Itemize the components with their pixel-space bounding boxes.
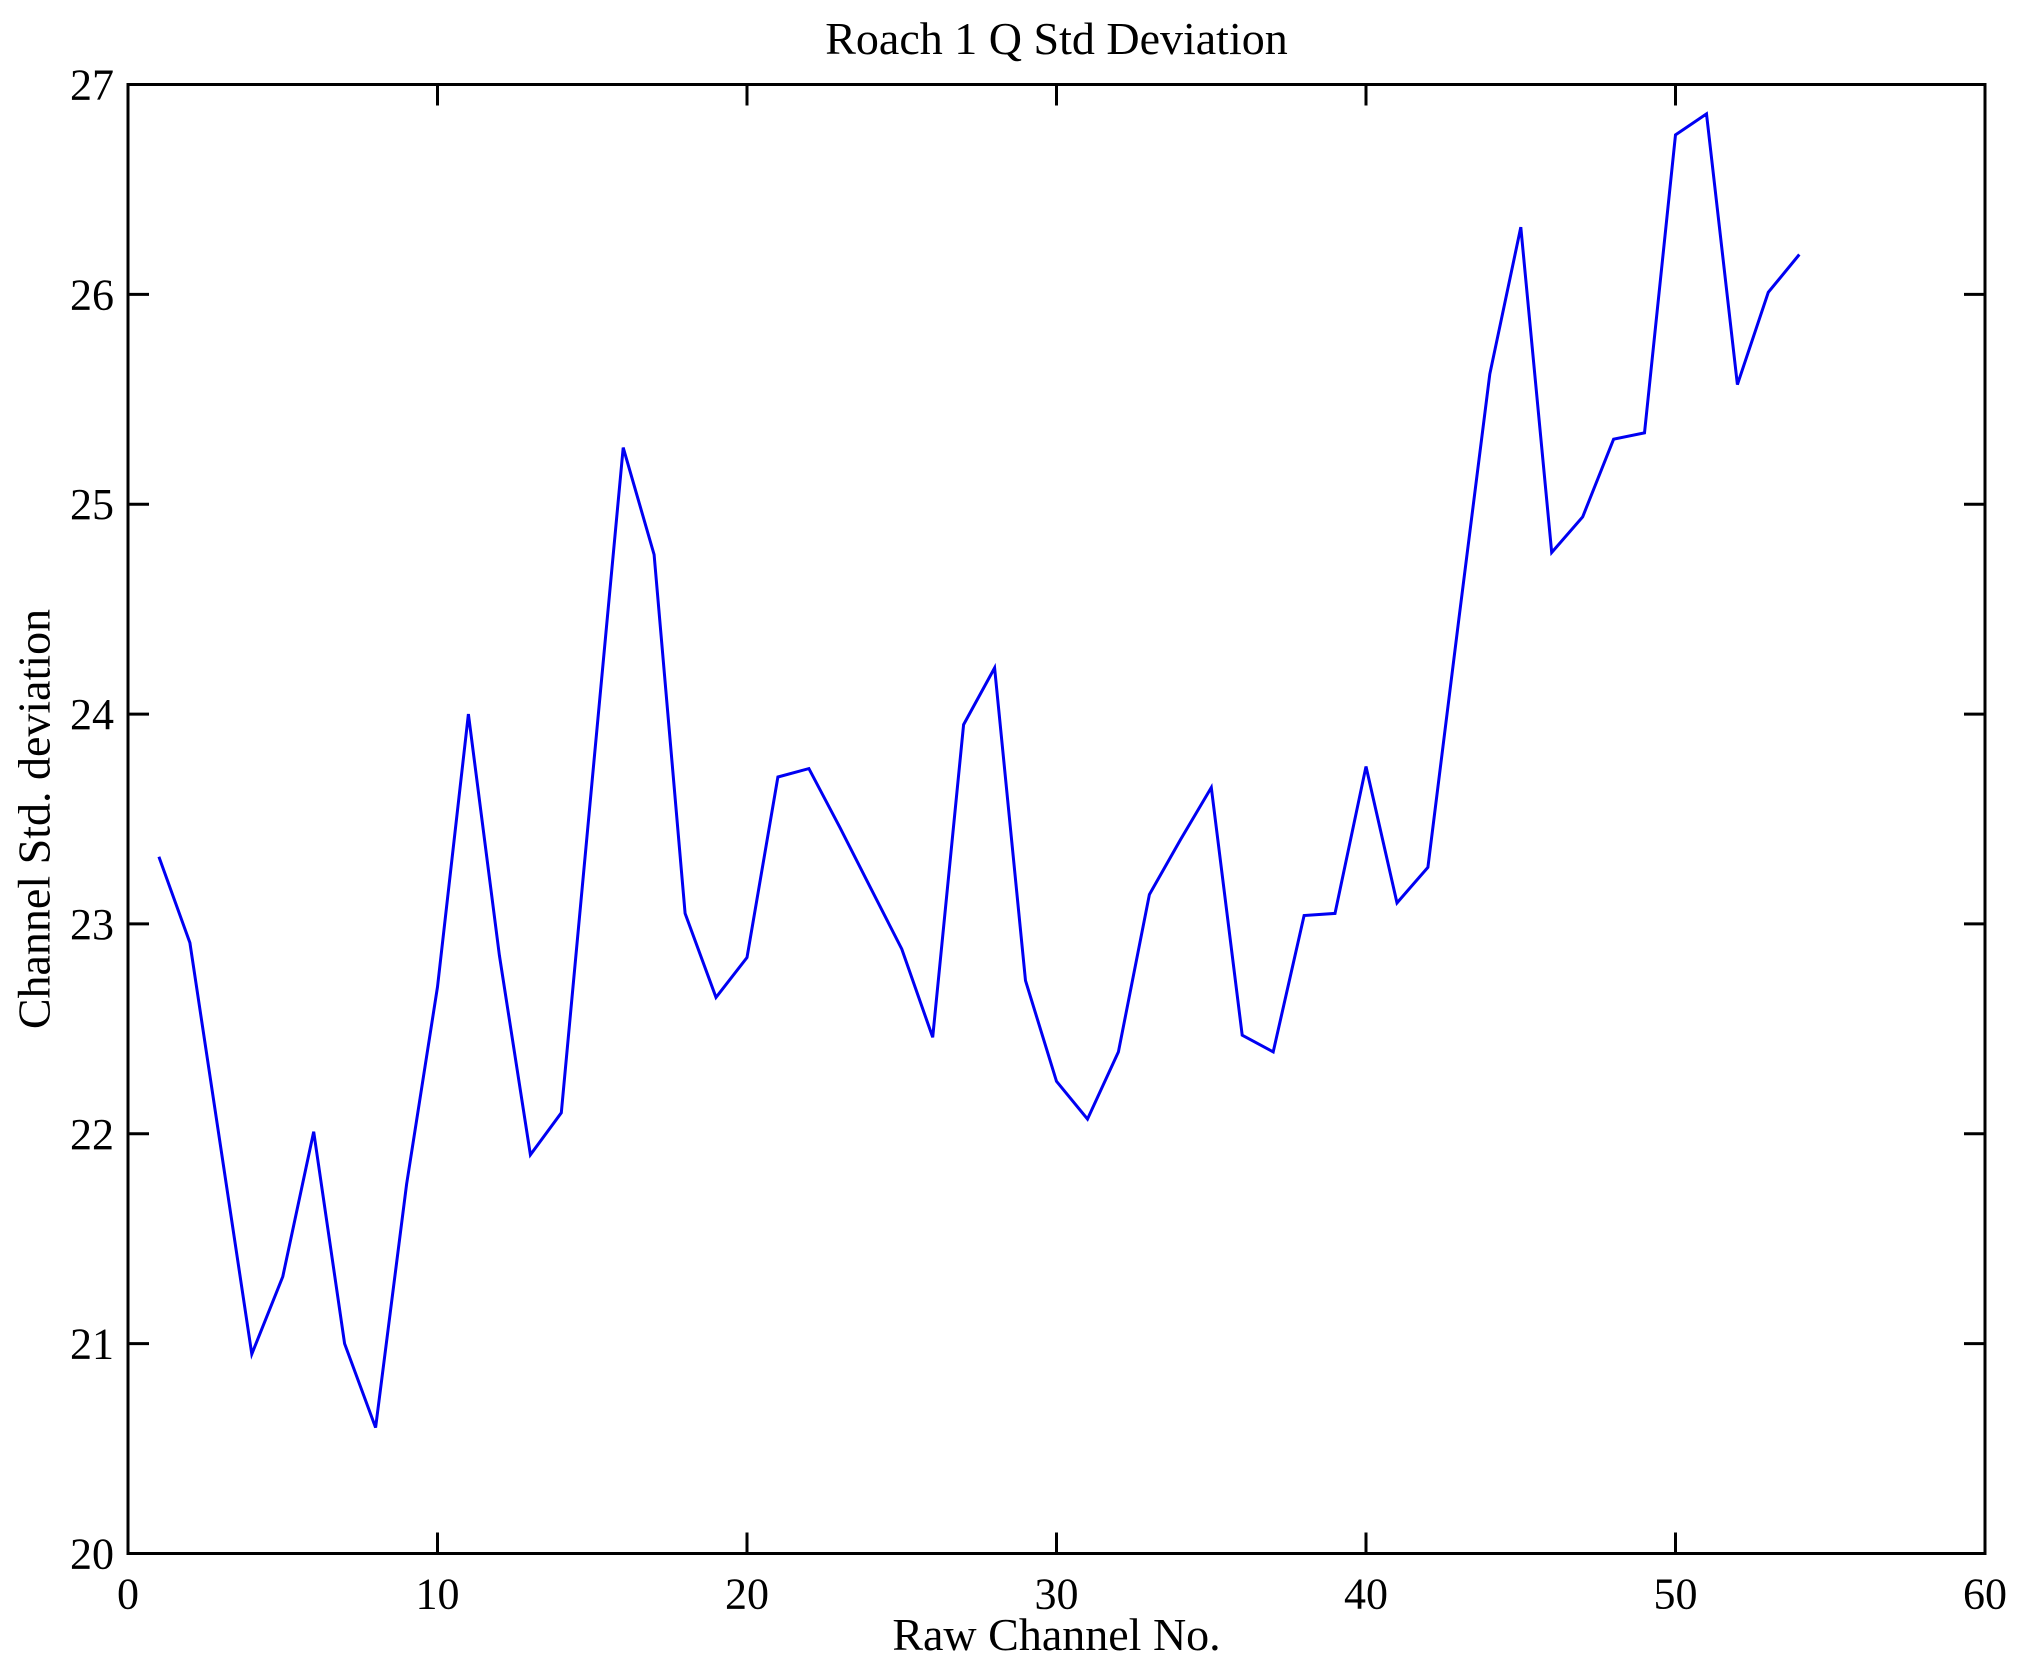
x-tick-label: 50 — [1654, 1570, 1698, 1619]
data-line — [157, 111, 1801, 1429]
y-tick-label: 24 — [70, 690, 114, 739]
plot-box — [126, 83, 1987, 1555]
y-tick-label: 20 — [70, 1530, 114, 1579]
x-tick-label: 30 — [1035, 1570, 1079, 1619]
y-axis-label: Channel Std. deviation — [8, 608, 60, 1030]
y-tick-label: 23 — [70, 900, 114, 949]
y-tick-label: 25 — [70, 480, 114, 529]
chart-title: Roach 1 Q Std Deviation — [825, 13, 1288, 64]
x-tick-label: 0 — [117, 1570, 139, 1619]
y-tick-label: 21 — [70, 1320, 114, 1369]
x-tick-label: 20 — [725, 1570, 769, 1619]
y-tick-label: 26 — [70, 270, 114, 319]
x-axis-label: Raw Channel No. — [892, 1609, 1221, 1660]
y-tick-label: 22 — [70, 1110, 114, 1159]
x-tick-label: 40 — [1344, 1570, 1388, 1619]
y-tick-label: 27 — [70, 61, 114, 110]
x-tick-label: 60 — [1963, 1570, 2007, 1619]
x-tick-label: 10 — [416, 1570, 460, 1619]
